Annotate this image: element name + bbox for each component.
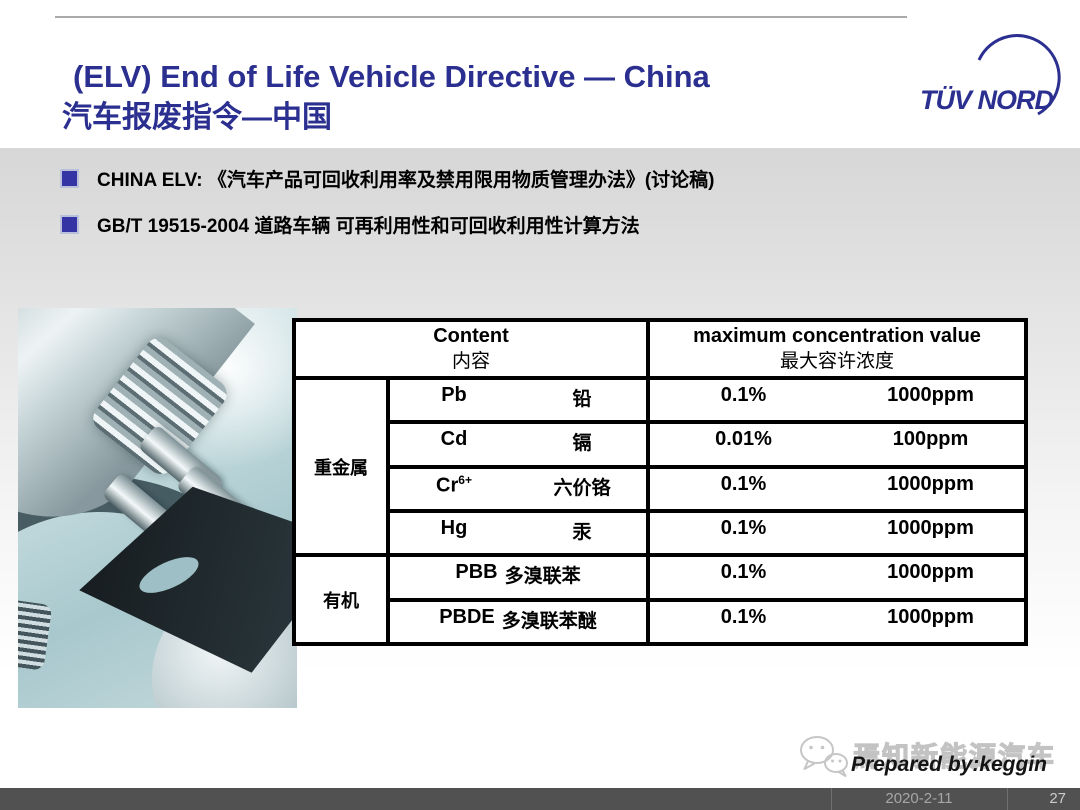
logo-arc-icon: [977, 34, 1061, 116]
substance-superscript: 6+: [458, 472, 472, 487]
limit-cell-cr: 0.1% 1000ppm: [650, 468, 1024, 509]
limit-ppm: 1000ppm: [887, 384, 974, 406]
limit-cell-hg: 0.1% 1000ppm: [650, 512, 1024, 554]
page-title: (ELV) End of Life Vehicle Directive — Ch…: [62, 58, 710, 136]
limit-ppm: 1000ppm: [887, 561, 974, 584]
limit-cell-cd: 0.01% 100ppm: [650, 424, 1024, 465]
substance-chinese-name: 镉: [572, 433, 592, 455]
machinery-photo: [18, 308, 297, 708]
table-header-max-value: maximum concentration value 最大容许浓度: [650, 322, 1024, 376]
watermark-text: 焉知新能源汽车: [852, 741, 1056, 772]
group-label-organic: 有机: [296, 557, 386, 642]
substance-cell-pbde: PBDE 多溴联苯醚: [390, 601, 646, 642]
bullet-text: CHINA ELV: 《汽车产品可回收利用率及禁用限用物质管理办法》(讨论稿): [97, 170, 715, 191]
substance-chinese-name: 汞: [572, 521, 592, 543]
header-content-en: Content: [433, 325, 509, 347]
limit-ppm: 1000ppm: [887, 472, 974, 495]
substance-symbol: Cd: [440, 428, 468, 451]
wechat-icon: [800, 736, 848, 777]
substance-symbol: Cr6+: [436, 472, 472, 497]
group-label-heavy-metals: 重金属: [296, 380, 386, 554]
header-divider-line: [55, 16, 907, 18]
substance-chinese-name: 铅: [572, 389, 592, 410]
limit-cell-pbb: 0.1% 1000ppm: [650, 557, 1024, 598]
footer-divider: [1007, 788, 1008, 810]
elv-limits-table: Content 内容 maximum concentration value 最…: [292, 318, 1028, 646]
bullet-square-icon: [62, 217, 77, 232]
substance-cell-hg: Hg 汞: [390, 512, 646, 554]
limit-percent: 0.1%: [720, 472, 767, 495]
substance-chinese-name: 多溴联苯: [504, 566, 581, 588]
substance-symbol: PBDE: [439, 605, 495, 628]
substance-chinese-name: 六价铬: [553, 477, 611, 499]
limit-ppm: 1000ppm: [887, 605, 974, 628]
bullet-item-china-elv: CHINA ELV: 《汽车产品可回收利用率及禁用限用物质管理办法》(讨论稿): [60, 168, 960, 193]
title-english: (ELV) End of Life Vehicle Directive — Ch…: [73, 59, 710, 94]
header-max-cn: 最大容许浓度: [779, 351, 894, 372]
logo-text: TÜV NORD: [920, 85, 1054, 115]
substance-cell-cr: Cr6+ 六价铬: [390, 468, 646, 509]
title-chinese: 汽车报废指令—中国: [62, 101, 332, 134]
limit-cell-pbde: 0.1% 1000ppm: [650, 601, 1024, 642]
tuv-nord-logo: TÜV NORD: [920, 34, 1061, 116]
bullet-item-gbt-19515: GB/T 19515-2004 道路车辆 可再利用性和可回收利用性计算方法: [60, 214, 960, 239]
substance-symbol: PBB: [455, 561, 498, 584]
limit-percent: 0.1%: [720, 605, 767, 628]
footer-divider: [831, 788, 832, 810]
substance-symbol: Pb: [441, 384, 467, 406]
substance-cell-cd: Cd 镉: [390, 424, 646, 465]
table-header-content: Content 内容: [296, 322, 646, 376]
prepared-by-text: Prepared by:keggin: [850, 753, 1047, 776]
header-content-cn: 内容: [451, 351, 490, 372]
limit-cell-pb: 0.1% 1000ppm: [650, 380, 1024, 421]
slide-date: 2020-2-11: [885, 790, 953, 807]
limit-percent: 0.1%: [720, 561, 767, 584]
limit-percent: 0.1%: [720, 516, 767, 539]
limit-percent: 0.01%: [715, 428, 772, 451]
header-max-en: maximum concentration value: [693, 325, 981, 347]
footer-bar: 2020-2-11 27: [0, 788, 1080, 810]
bullet-text: GB/T 19515-2004 道路车辆 可再利用性和可回收利用性计算方法: [97, 216, 640, 237]
page-number: 27: [1049, 790, 1066, 807]
limit-percent: 0.1%: [720, 384, 767, 406]
bullet-list: CHINA ELV: 《汽车产品可回收利用率及禁用限用物质管理办法》(讨论稿) …: [60, 168, 960, 260]
substance-cell-pb: Pb 铅: [390, 380, 646, 421]
limit-ppm: 100ppm: [892, 428, 969, 451]
limit-ppm: 1000ppm: [887, 516, 974, 539]
substance-cell-pbb: PBB 多溴联苯: [390, 557, 646, 598]
substance-symbol: Hg: [440, 516, 468, 539]
watermark: 焉知新能源汽车: [798, 735, 1056, 779]
substance-chinese-name: 多溴联苯醚: [501, 610, 597, 632]
bullet-square-icon: [62, 171, 77, 186]
